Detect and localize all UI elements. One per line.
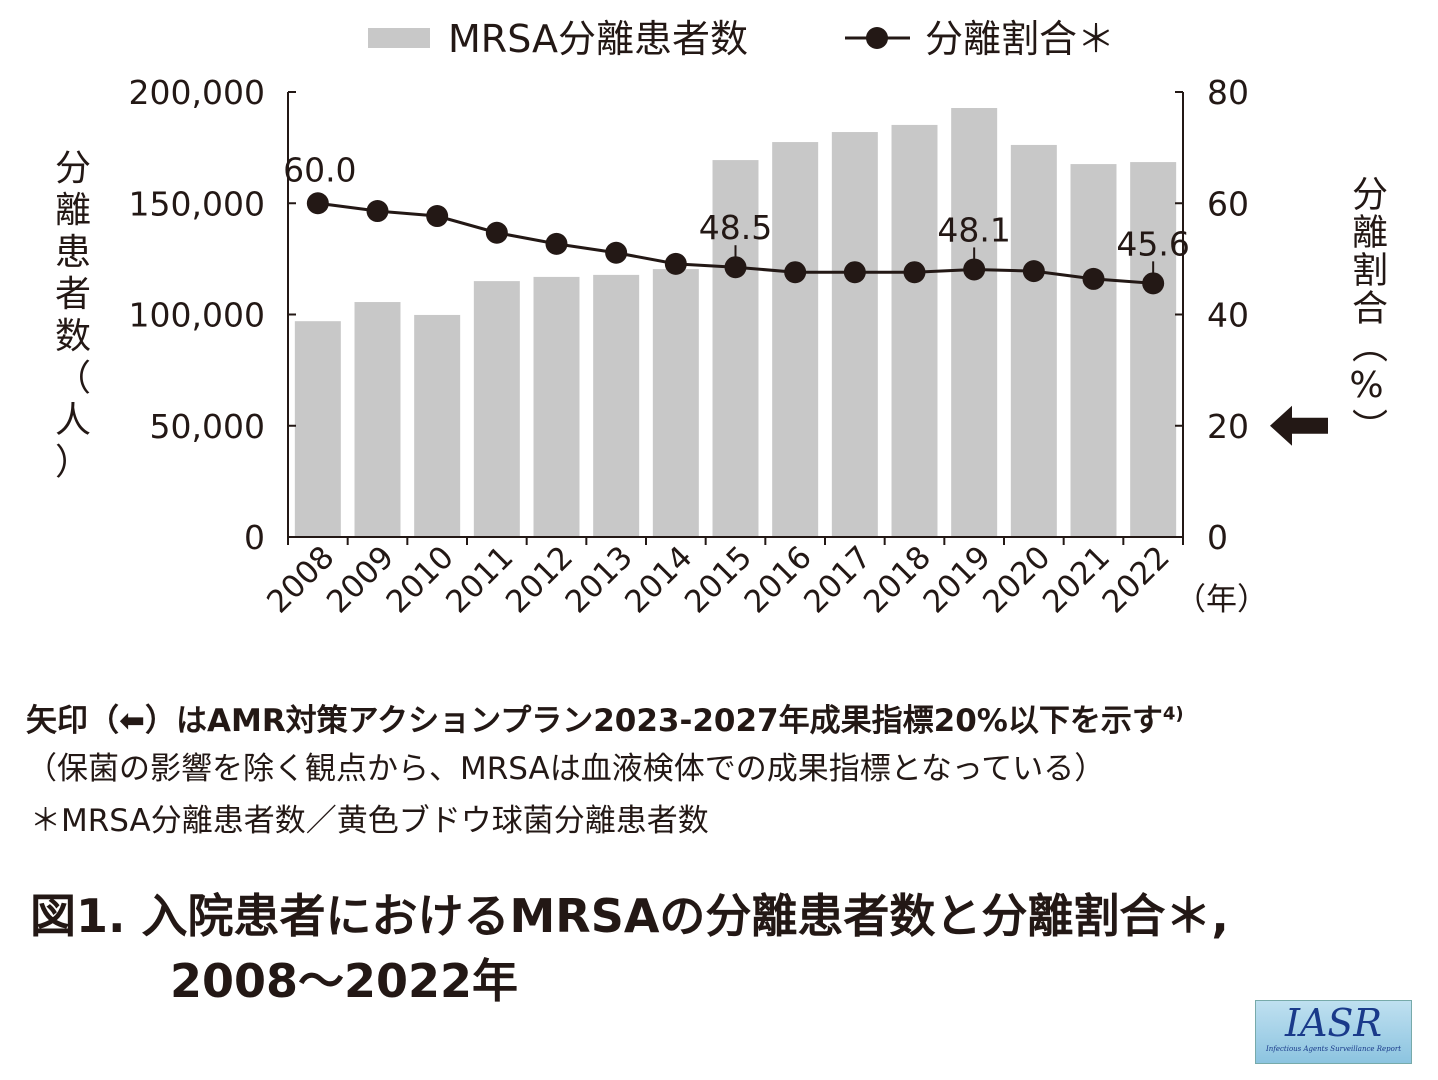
bar-2008 [294, 321, 341, 537]
ratio-point-2009 [366, 200, 389, 223]
note-blood: （保菌の影響を除く観点から、MRSAは血液検体での成果指標となっている） [26, 751, 1106, 787]
legend-line-marker [866, 27, 888, 49]
left-tick-label: 50,000 [150, 407, 265, 446]
x-tick-label: 2013 [559, 539, 640, 620]
ratio-point-2022 [1142, 272, 1165, 295]
bar-2013 [593, 274, 640, 537]
left-tick-label: 200,000 [129, 73, 265, 112]
bar-2018 [891, 124, 938, 538]
legend-bar-label: MRSA分離患者数 [448, 17, 748, 61]
bar-2022 [1130, 162, 1177, 537]
chart: 0 50,000 100,000 150,000 200,000 0 20 40 60 80 200… [55, 17, 1328, 620]
bar-2015 [712, 160, 759, 537]
left-tick-label: 150,000 [129, 184, 265, 223]
ratio-point-2014 [664, 252, 687, 275]
x-tick-label: 2010 [380, 539, 461, 620]
bar-2010 [414, 314, 461, 537]
right-tick-label: 40 [1207, 296, 1249, 335]
right-tick-label: 0 [1207, 518, 1228, 557]
left-tick-label: 100,000 [129, 296, 265, 335]
x-tick-label: 2009 [320, 539, 401, 620]
ratio-point-2016 [784, 261, 807, 284]
left-axis-title-char: 者 [55, 274, 91, 315]
ratio-point-2013 [605, 241, 628, 264]
right-tick-label: 80 [1207, 73, 1249, 112]
bar-2016 [772, 142, 819, 537]
right-tick-label: 20 [1207, 407, 1249, 446]
x-tick-label: 2021 [1036, 539, 1117, 620]
ratio-point-2012 [545, 232, 568, 255]
x-tick-label: 2016 [738, 539, 819, 620]
x-tick-label: 2015 [678, 539, 759, 620]
note-definition: ＊MRSA分離患者数／黄色ブドウ球菌分離患者数 [30, 803, 709, 839]
x-tick-label: 2017 [797, 539, 878, 620]
left-axis-title-char: 患 [55, 232, 91, 273]
ratio-point-2019 [963, 258, 986, 281]
x-tick-label: 2020 [976, 539, 1057, 620]
bar-2012 [533, 276, 580, 537]
ratio-point-2020 [1022, 260, 1045, 283]
x-axis-label: （年） [1175, 582, 1268, 618]
target-arrow-icon [1270, 405, 1328, 446]
ratio-point-2015 [724, 256, 747, 279]
left-axis-title-char: ） [55, 442, 91, 483]
bar-2021 [1070, 164, 1117, 537]
legend-line-label: 分離割合＊ [925, 17, 1115, 61]
bar-2014 [652, 269, 699, 537]
data-label: 60.0 [283, 150, 356, 189]
ratio-point-2008 [306, 192, 329, 215]
ratio-point-2011 [485, 221, 508, 244]
right-tick-label: 60 [1207, 184, 1249, 223]
x-tick-label: 2019 [917, 539, 998, 620]
bar-2009 [354, 302, 401, 537]
data-label: 48.1 [937, 210, 1010, 249]
bar-2020 [1010, 144, 1057, 537]
right-axis-title: 分離割合（%） [1346, 175, 1387, 446]
data-label: 45.6 [1116, 224, 1189, 263]
ratio-point-2021 [1082, 267, 1105, 290]
left-axis-title-char: 分 [55, 148, 91, 189]
x-tick-label: 2018 [857, 539, 938, 620]
ratio-point-2010 [426, 205, 449, 228]
iasr-logo: IASR Infectious Agents Surveillance Repor… [1255, 1000, 1412, 1064]
bar-2017 [831, 132, 878, 538]
x-tick-label: 2014 [618, 539, 699, 620]
left-axis-title-char: 数 [55, 316, 91, 357]
figure-title-years: 2008〜2022年 [170, 954, 519, 1008]
ratio-point-2018 [903, 261, 926, 284]
bar-2019 [951, 108, 998, 538]
bar-2011 [473, 281, 520, 537]
left-tick-label: 0 [244, 518, 265, 557]
x-tick-label: 2012 [499, 539, 580, 620]
x-tick-label: 2022 [1096, 539, 1177, 620]
figure-title: 図1. 入院患者におけるMRSAの分離患者数と分離割合＊, [30, 889, 1229, 943]
left-axis-title-char: 人 [55, 400, 91, 441]
x-tick-label: 2011 [439, 539, 520, 620]
legend-bar-swatch [368, 28, 430, 48]
left-axis-title-char: （ [55, 358, 91, 399]
data-label: 48.5 [699, 208, 772, 247]
left-axis-title-char: 離 [55, 190, 91, 231]
note-arrow: 矢印（⬅）はAMR対策アクションプラン2023-2027年成果指標20%以下を示… [26, 703, 1184, 739]
x-tick-label: 2008 [260, 539, 341, 620]
ratio-point-2017 [843, 261, 866, 284]
